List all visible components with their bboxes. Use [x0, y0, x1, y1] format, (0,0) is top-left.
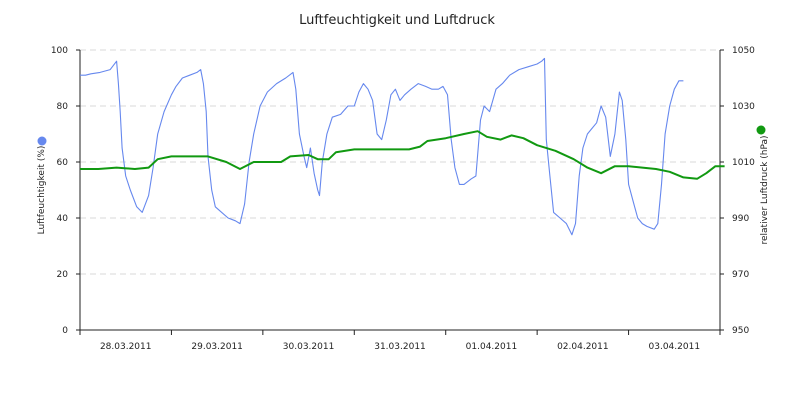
x-tick-label: 29.03.2011: [191, 342, 243, 352]
pressure-series-line: [80, 130, 725, 180]
series-layer: [80, 57, 725, 236]
y-right-tick-label: 950: [732, 326, 749, 336]
x-tick-label: 31.03.2011: [374, 342, 426, 352]
y-right-tick-label: 1030: [732, 102, 755, 112]
y-left-tick-label: 40: [57, 214, 69, 224]
y-right-tick-label: 1010: [732, 158, 755, 168]
axis-layer: 0 20 40 60 80 100 950 970 990 1010 1030 1050 28.03.2…: [51, 46, 755, 352]
y-left-tick-label: 0: [62, 326, 68, 336]
y-left-tick-label: 100: [51, 46, 68, 56]
y-left-tick-label: 80: [57, 102, 69, 112]
y-right-tick-label: 990: [732, 214, 749, 224]
chart-title: Luftfeuchtigkeit und Luftdruck: [299, 13, 495, 28]
label-layer: Luftfeuchtigkeit (%) relativer Luftdruck…: [37, 125, 770, 245]
x-tick-label: 30.03.2011: [283, 342, 335, 352]
legend-marker-pressure: [756, 125, 766, 135]
grid-layer: [80, 49, 720, 275]
x-tick-label: 28.03.2011: [100, 342, 152, 352]
x-tick-label: 01.04.2011: [466, 342, 518, 352]
humidity-series-line: [80, 57, 684, 236]
x-tick-label: 03.04.2011: [649, 342, 701, 352]
legend-marker-humidity: [37, 136, 47, 146]
y-right-tick-label: 970: [732, 270, 749, 280]
x-tick-label: 02.04.2011: [557, 342, 609, 352]
y-right-axis-label: relativer Luftdruck (hPa): [760, 135, 770, 244]
y-left-tick-label: 20: [57, 270, 69, 280]
y-right-tick-label: 1050: [732, 46, 755, 56]
y-left-axis-label: Luftfeuchtigkeit (%): [37, 146, 47, 235]
y-left-tick-label: 60: [57, 158, 69, 168]
